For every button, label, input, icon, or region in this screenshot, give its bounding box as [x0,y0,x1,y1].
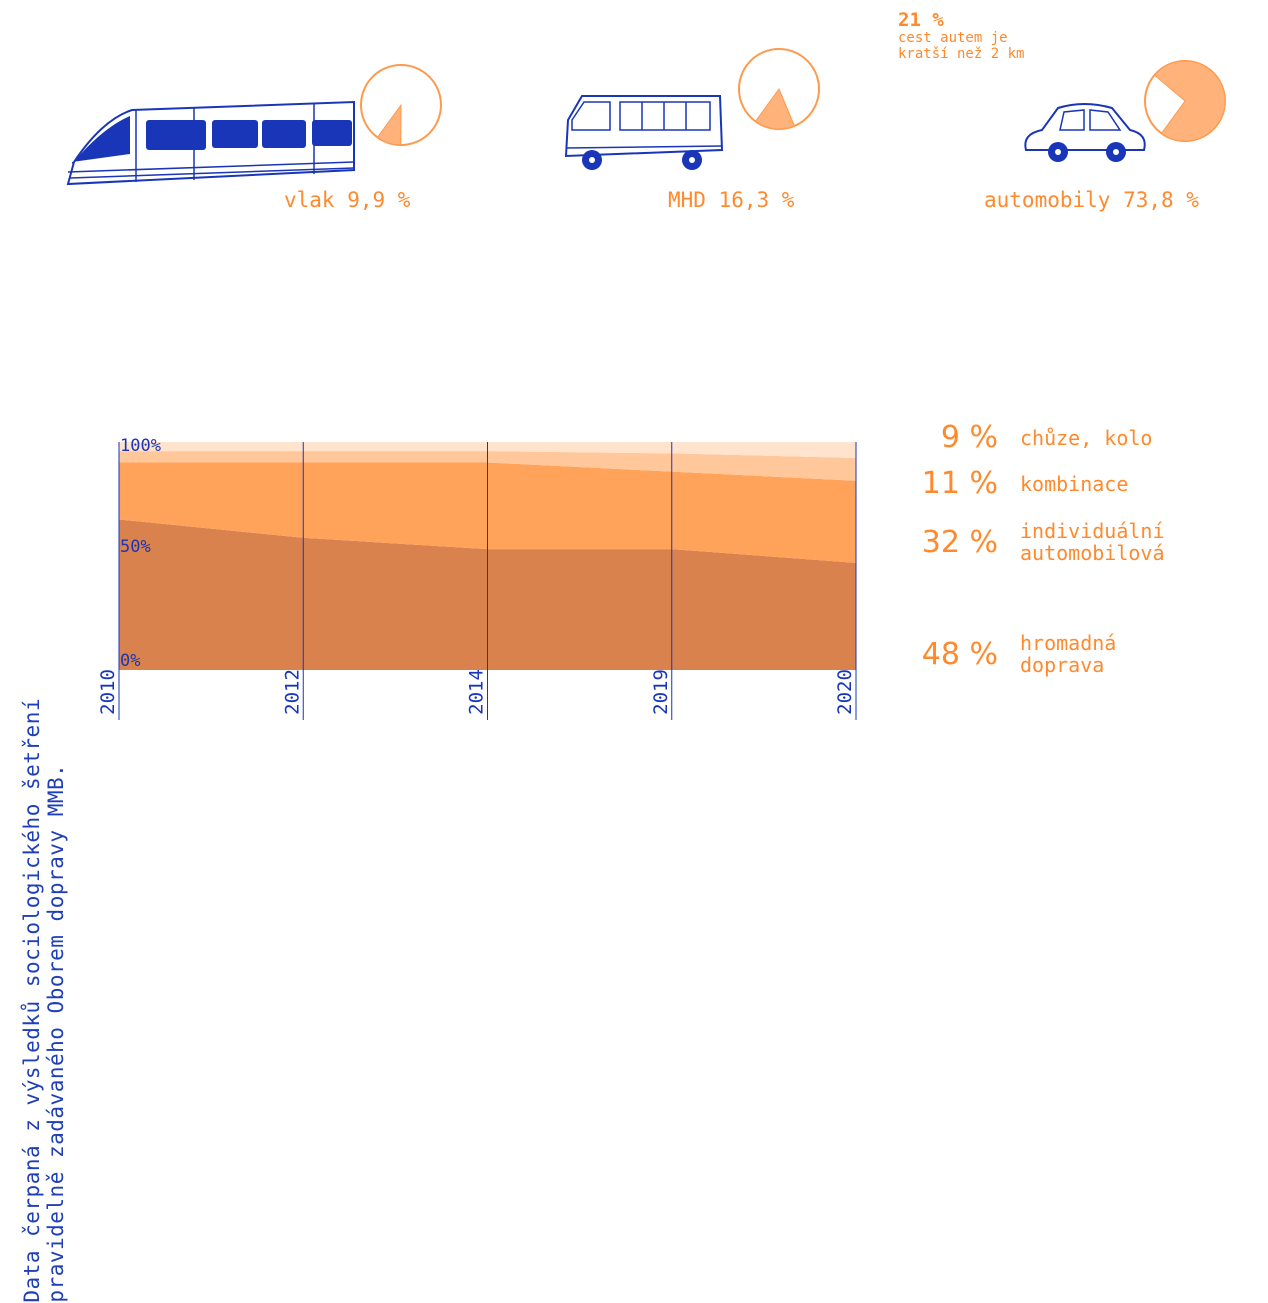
car-short-trips-note: 21 % cest autem je kratší než 2 km [898,10,1024,62]
x-tick-label: 2010 [97,669,119,715]
legend-item-kombinace: 11 % kombinace [910,466,1129,501]
car-note-line-2: kratší než 2 km [898,46,1025,62]
car-note-line-1: cest autem je [898,30,1008,46]
train-share-label: vlak 9,9 % [284,188,411,212]
y-tick-label: 100% [120,436,161,456]
x-tick-label: 2012 [281,669,303,715]
legend-item-hromadna: 48 % hromadná doprava [910,631,1117,677]
legend-value-kombinace: 11 % [921,466,998,501]
legend-label-chuze: chůze, kolo [1020,425,1153,450]
pie-car [1144,60,1226,142]
pie-train [360,64,442,146]
car-share-label: automobily 73,8 % [984,188,1199,212]
car-note-value: 21 % [898,9,944,31]
legend-value-hromadna: 48 % [921,636,998,672]
legend-value-individualni: 32 % [921,524,998,560]
car-icon [1024,103,1146,162]
x-tick-label: 2020 [834,669,856,715]
train-icon [66,100,355,186]
source-note-line-1: Data čerpaná z výsledků sociologického š… [20,698,44,1303]
legend-item-chuze: 9 % chůze, kolo [910,420,1153,455]
legend-label-hromadna: hromadná doprava [1020,631,1117,677]
y-tick-label: 50% [120,537,151,557]
pie-train-slice [376,103,402,146]
pie-bus [738,48,820,130]
x-tick-label: 2014 [466,669,488,715]
bus-icon [564,95,724,170]
y-tick-label: 0% [120,651,140,671]
modal-split-area-chart: 0% 50% 100% 2010 2012 2014 2019 2020 [97,436,857,720]
bus-share-label: MHD 16,3 % [668,188,795,212]
legend-item-individualni: 32 % individuální automobilová [910,520,1165,564]
source-note-line-2: pravidelně zadávaného Oborem dopravy MMB… [44,763,68,1303]
x-tick-label: 2019 [650,669,672,715]
pie-car-slice [1153,60,1226,142]
pie-bus-slice [754,87,796,130]
legend-value-chuze: 9 % [940,420,998,455]
legend-label-kombinace: kombinace [1020,471,1129,496]
legend-label-individualni: individuální automobilová [1020,519,1165,565]
